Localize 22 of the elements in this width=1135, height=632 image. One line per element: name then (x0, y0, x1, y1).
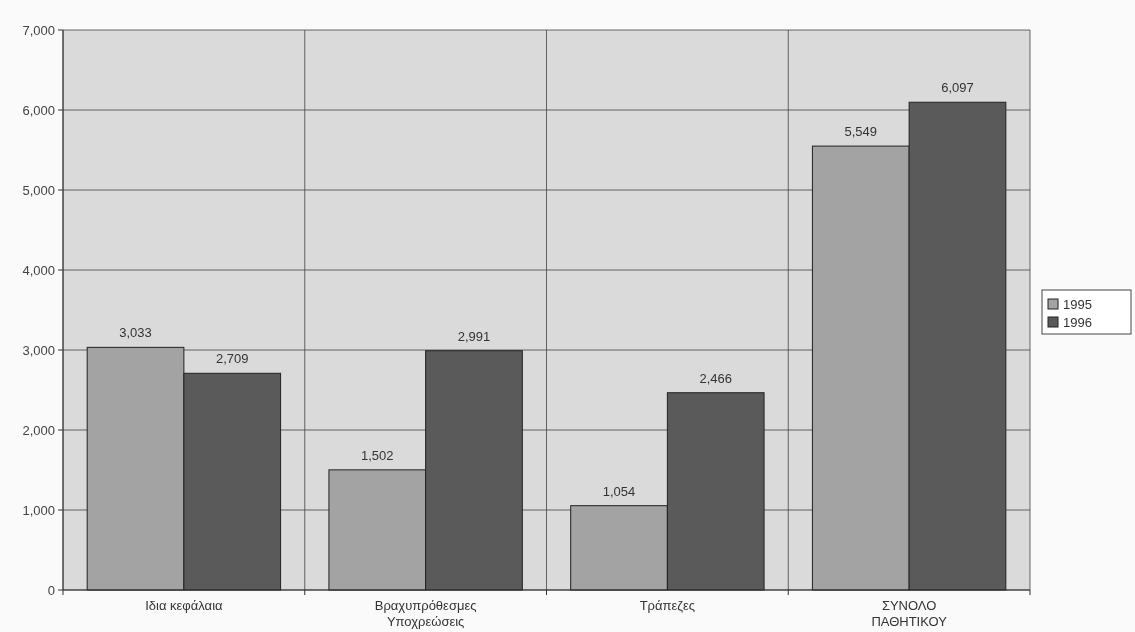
x-tick-label: Βραχυπρόθεσμες Υποχρεώσεις (374, 598, 477, 629)
data-label: 2,709 (215, 351, 249, 367)
data-label: 2,466 (699, 370, 732, 386)
data-label: 1,502 (361, 447, 394, 463)
data-label: 5,549 (844, 124, 878, 140)
y-tick-label: 1,000 (22, 502, 55, 518)
x-tick-label: ΣΥΝΟΛΟ ΠΑΘΗΤΙΚΟΥ (871, 598, 948, 629)
y-tick-label: 4,000 (22, 262, 55, 278)
x-tick-label: Ιδια κεφάλαια (145, 598, 224, 613)
y-tick-label: 5,000 (22, 182, 55, 198)
y-tick-label: 0 (47, 582, 55, 598)
data-label: 3,033 (119, 325, 152, 341)
y-tick-label: 7,000 (22, 22, 55, 38)
legend-label: 1996 (1063, 314, 1092, 330)
data-label: 6,097 (941, 80, 974, 96)
x-tick-label: Τράπεζες (639, 598, 696, 613)
y-tick-label: 6,000 (22, 102, 55, 118)
y-tick-label: 3,000 (22, 342, 55, 358)
legend-label: 1995 (1063, 296, 1092, 312)
data-label: 1,054 (602, 483, 636, 499)
y-tick-label: 2,000 (22, 422, 55, 438)
data-label: 2,991 (457, 328, 491, 344)
